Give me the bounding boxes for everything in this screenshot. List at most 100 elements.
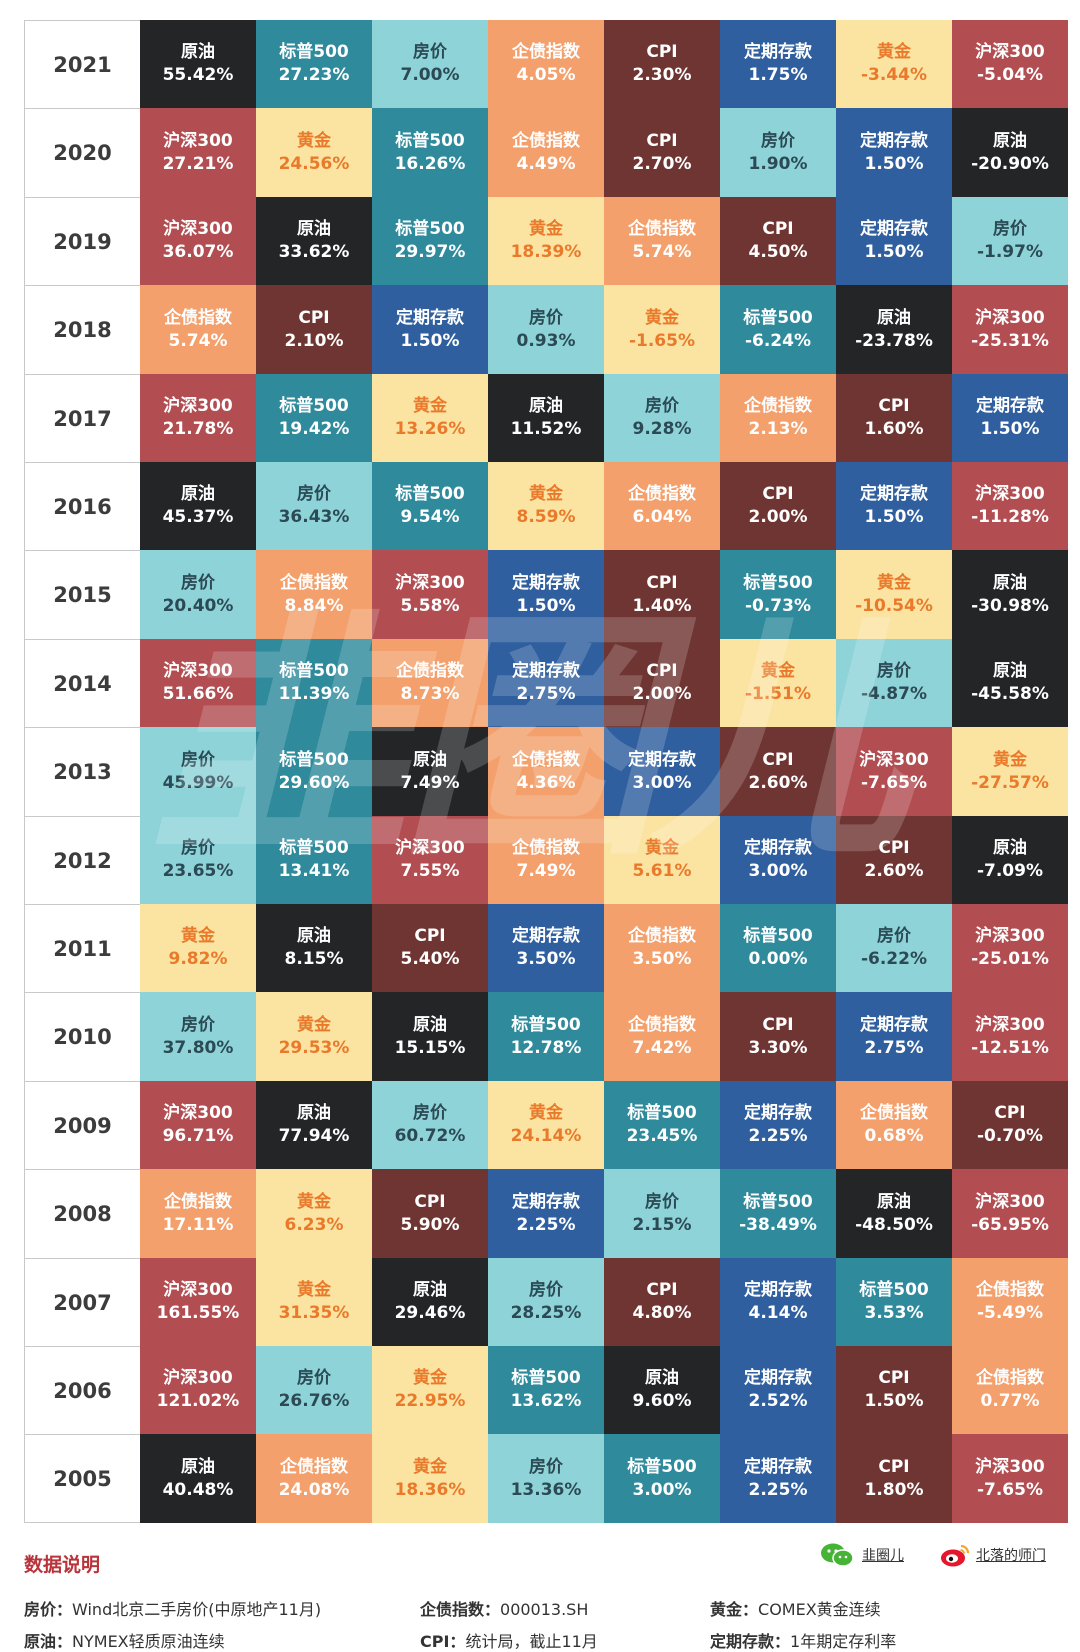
return-cell: CPI 3.30%: [720, 992, 836, 1081]
return-cell: 定期存款 2.52%: [720, 1346, 836, 1434]
return-value: 0.77%: [980, 1391, 1040, 1411]
asset-name: 房价: [645, 396, 679, 416]
asset-name: 原油: [181, 1456, 215, 1477]
return-value: 11.39%: [278, 684, 350, 704]
return-value: 0.68%: [864, 1126, 924, 1146]
return-value: 8.73%: [400, 684, 460, 704]
asset-name: 沪深300: [975, 926, 1045, 946]
return-value: 8.84%: [284, 595, 344, 616]
return-value: 3.50%: [516, 949, 576, 969]
return-cell: 房价 20.40%: [140, 550, 256, 639]
return-cell: 黄金 29.53%: [256, 992, 372, 1081]
asset-name: 原油: [993, 838, 1027, 858]
return-cell: 房价 13.36%: [488, 1434, 604, 1523]
asset-name: 企债指数: [512, 130, 580, 151]
return-cell: 企债指数 7.42%: [604, 992, 720, 1081]
return-cell: 企债指数 4.05%: [488, 20, 604, 108]
asset-name: 标普500: [743, 572, 813, 593]
return-value: 2.25%: [748, 1479, 808, 1500]
return-value: -1.65%: [628, 330, 696, 351]
asset-name: 企债指数: [164, 1191, 232, 1212]
return-value: 55.42%: [162, 65, 234, 85]
return-cell: 定期存款 2.25%: [720, 1434, 836, 1523]
asset-name: 原油: [297, 1103, 331, 1123]
return-value: 1.60%: [864, 419, 924, 439]
brand-jiuquan[interactable]: 韭圈儿: [820, 1542, 904, 1568]
return-cell: 原油 9.60%: [604, 1346, 720, 1434]
return-cell: 标普500 29.60%: [256, 727, 372, 816]
asset-name: 企债指数: [744, 396, 812, 416]
asset-name: 沪深300: [975, 484, 1045, 504]
return-cell: 黄金 -27.57%: [952, 727, 1068, 816]
return-value: 9.82%: [168, 949, 228, 969]
asset-name: 沪深300: [163, 219, 233, 239]
return-value: -25.31%: [971, 330, 1049, 351]
asset-name: 标普500: [511, 1368, 581, 1388]
return-cell: 原油 40.48%: [140, 1434, 256, 1523]
brand-beiluo[interactable]: 北落的师门: [940, 1542, 1046, 1568]
asset-name: CPI: [762, 749, 794, 770]
return-cell: 标普500 3.00%: [604, 1434, 720, 1523]
asset-name: 定期存款: [512, 572, 580, 593]
return-cell: CPI 5.40%: [372, 904, 488, 992]
asset-name: 定期存款: [976, 396, 1044, 416]
return-value: 77.94%: [278, 1126, 350, 1146]
asset-name: 原油: [877, 307, 911, 328]
return-cell: 黄金 24.14%: [488, 1081, 604, 1169]
asset-name: CPI: [646, 1280, 678, 1300]
return-cell: 沪深300 -25.31%: [952, 285, 1068, 374]
asset-name: 黄金: [877, 572, 911, 593]
asset-name: 黄金: [297, 1014, 331, 1035]
asset-name: 标普500: [511, 1014, 581, 1035]
asset-name: 企债指数: [628, 1014, 696, 1035]
return-cell: 企债指数 -5.49%: [952, 1258, 1068, 1346]
return-cell: 沪深300 36.07%: [140, 197, 256, 285]
return-value: 45.37%: [162, 507, 234, 527]
return-value: 5.90%: [400, 1214, 460, 1235]
note-bond: 企债指数：000013.SH: [420, 1600, 589, 1619]
asset-name: 黄金: [645, 838, 679, 858]
asset-name: 黄金: [529, 1103, 563, 1123]
return-value: 24.56%: [278, 153, 350, 174]
asset-name: CPI: [878, 1368, 910, 1388]
return-cell: 沪深300 5.58%: [372, 550, 488, 639]
asset-name: 房价: [181, 1014, 215, 1035]
return-value: -7.09%: [976, 861, 1044, 881]
return-value: 7.49%: [400, 772, 460, 793]
asset-name: CPI: [762, 1014, 794, 1035]
return-value: -5.04%: [976, 65, 1044, 85]
asset-name: 黄金: [529, 219, 563, 239]
return-value: 7.55%: [400, 861, 460, 881]
return-value: 4.05%: [516, 65, 576, 85]
return-cell: 沪深300 -7.65%: [836, 727, 952, 816]
return-cell: 标普500 29.97%: [372, 197, 488, 285]
return-value: 4.14%: [748, 1303, 808, 1323]
return-value: 27.21%: [162, 153, 234, 174]
return-cell: 定期存款 1.50%: [836, 197, 952, 285]
return-value: 16.26%: [394, 153, 466, 174]
return-cell: 黄金 31.35%: [256, 1258, 372, 1346]
return-cell: CPI 2.70%: [604, 108, 720, 197]
asset-name: 房价: [413, 1103, 447, 1123]
return-value: 4.50%: [748, 242, 808, 262]
asset-name: 标普500: [743, 1191, 813, 1212]
asset-name: 原油: [181, 42, 215, 62]
return-cell: 标普500 13.62%: [488, 1346, 604, 1434]
return-cell: 黄金 22.95%: [372, 1346, 488, 1434]
asset-name: 定期存款: [744, 1103, 812, 1123]
asset-name: 黄金: [993, 749, 1027, 770]
return-cell: 黄金 -3.44%: [836, 20, 952, 108]
return-cell: 标普500 27.23%: [256, 20, 372, 108]
asset-name: 黄金: [297, 1191, 331, 1212]
return-cell: 定期存款 1.50%: [836, 462, 952, 550]
return-value: 0.00%: [748, 949, 808, 969]
return-cell: 房价 28.25%: [488, 1258, 604, 1346]
return-cell: 标普500 9.54%: [372, 462, 488, 550]
year-label: 2012: [24, 816, 140, 904]
asset-name: 黄金: [877, 42, 911, 62]
return-cell: CPI 2.60%: [836, 816, 952, 904]
year-label: 2006: [24, 1346, 140, 1434]
return-cell: 房价 45.99%: [140, 727, 256, 816]
asset-name: 标普500: [279, 42, 349, 62]
wechat-icon: [821, 1543, 854, 1567]
